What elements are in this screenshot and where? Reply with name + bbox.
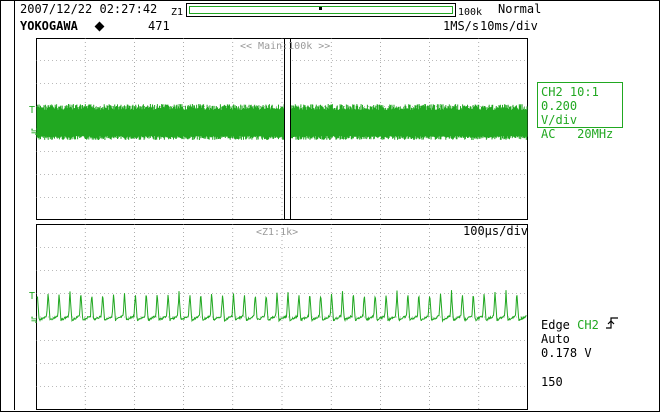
trigger-mode-label: Normal: [498, 2, 542, 16]
trigger-source: CH2: [577, 318, 599, 332]
channel-vdiv: 0.200 V/div: [541, 99, 578, 127]
channel-info-box[interactable]: CH2 10:1 0.200 V/div AC 20MHz: [537, 82, 623, 141]
memory-length-label: 100k: [458, 7, 483, 18]
datetime-readout: 2007/12/22 02:27:42: [20, 2, 158, 16]
trigger-type-row: Edge CH2: [541, 319, 599, 332]
position-dot: [319, 7, 322, 10]
sample-rate-label: 1MS/s: [443, 19, 480, 33]
channel-name: CH2 10:1: [541, 85, 599, 99]
main-waveform-band: [36, 104, 528, 140]
trigger-type: Edge: [541, 318, 570, 332]
trigger-level-value: 0.178 V: [541, 346, 592, 360]
trigger-level-marker: T: [29, 105, 36, 116]
channel-bandwidth: 20MHz: [577, 127, 614, 141]
timebase-label: 10ms/div: [480, 19, 538, 33]
main-window-label: << Main:100k >>: [240, 41, 331, 52]
rising-edge-icon: [606, 317, 618, 329]
zoom-window-label: <Z1:1k>: [256, 227, 299, 238]
channel-coupling-row: AC 20MHz: [541, 127, 619, 141]
brand-label: YOKOGAWA: [20, 19, 78, 33]
zoom-count-value: 150: [541, 375, 563, 389]
main-waveform-trace: [36, 104, 528, 140]
zoom-position-box[interactable]: [284, 38, 291, 220]
zoom-range-indicator: [189, 6, 453, 14]
zoom-waveform-line: [36, 290, 527, 323]
zoom-waveform-trace: [36, 290, 527, 323]
memory-position-bar[interactable]: [186, 3, 456, 17]
zoom-timebase-label: 100µs/div: [463, 224, 529, 238]
zoom-trigger-level-marker: T: [29, 291, 36, 302]
zoom-waveform-window[interactable]: [36, 224, 528, 410]
main-waveform-window[interactable]: [36, 38, 528, 220]
zoom-ground-marker: ≒: [31, 315, 38, 326]
channel-coupling: AC: [541, 127, 556, 141]
zoom-marker-label: Z1: [171, 7, 184, 18]
ground-marker: ≒: [31, 127, 38, 138]
acquisition-count: 471: [148, 19, 170, 33]
left-divider: [14, 0, 15, 410]
trigger-mode-value: Auto: [541, 332, 570, 346]
